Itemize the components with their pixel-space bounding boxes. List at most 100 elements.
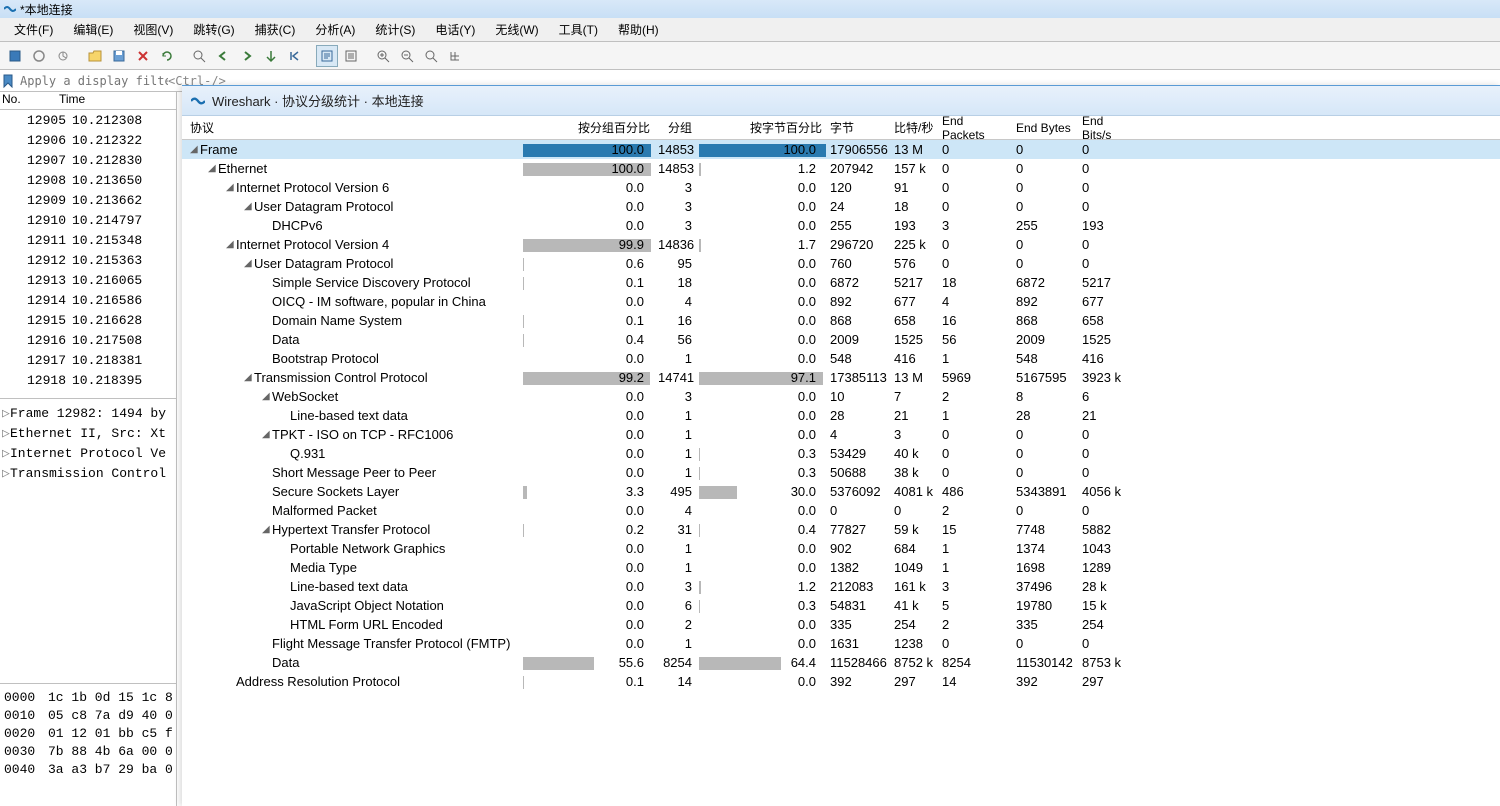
column-header[interactable]: 字节	[826, 119, 890, 136]
column-header[interactable]: 比特/秒	[890, 119, 938, 136]
column-header[interactable]: 分组	[654, 119, 696, 136]
hex-row[interactable]: 001005 c8 7a d9 40 0	[0, 706, 176, 724]
toolbar-icon-find[interactable]	[188, 45, 210, 67]
detail-row[interactable]: ▷Ethernet II, Src: Xt	[0, 423, 176, 443]
menu-item[interactable]: 文件(F)	[4, 19, 63, 40]
table-row[interactable]: ◢User Datagram Protocol0.6950.0760576000	[182, 254, 1500, 273]
toolbar-icon-zoomout[interactable]	[396, 45, 418, 67]
toolbar-icon-open[interactable]	[84, 45, 106, 67]
header-time[interactable]: Time	[55, 92, 176, 109]
window-title: *本地连接	[20, 1, 73, 18]
column-header[interactable]: 协议	[182, 119, 520, 136]
menu-item[interactable]: 捕获(C)	[245, 19, 306, 40]
table-row[interactable]: Data0.4560.0200915255620091525	[182, 330, 1500, 349]
dialog-app-icon	[190, 93, 206, 109]
menu-item[interactable]: 工具(T)	[549, 19, 608, 40]
column-header[interactable]: End Packets	[938, 114, 1012, 142]
table-row[interactable]: Q.9310.010.35342940 k000	[182, 444, 1500, 463]
filter-input[interactable]	[18, 74, 168, 88]
table-header: 协议按分组百分比分组按字节百分比字节比特/秒End PacketsEnd Byt…	[182, 116, 1500, 140]
toolbar-icon-resize[interactable]	[444, 45, 466, 67]
hex-row[interactable]: 002001 12 01 bb c5 f	[0, 724, 176, 742]
table-row[interactable]: Line-based text data0.031.2212083161 k33…	[182, 577, 1500, 596]
column-header[interactable]: 按分组百分比	[520, 119, 654, 136]
table-row[interactable]: Line-based text data0.010.0282112821	[182, 406, 1500, 425]
toolbar	[0, 42, 1500, 70]
table-row[interactable]: ◢Transmission Control Protocol99.2147419…	[182, 368, 1500, 387]
toolbar-icon-2[interactable]	[28, 45, 50, 67]
packet-row[interactable]: 1291210.215363	[0, 250, 176, 270]
toolbar-icon-back[interactable]	[212, 45, 234, 67]
hex-row[interactable]: 00307b 88 4b 6a 00 0	[0, 742, 176, 760]
table-row[interactable]: Short Message Peer to Peer0.010.35068838…	[182, 463, 1500, 482]
menu-item[interactable]: 电话(Y)	[425, 19, 485, 40]
packet-row[interactable]: 1290910.213662	[0, 190, 176, 210]
toolbar-icon-autoscroll[interactable]	[316, 45, 338, 67]
detail-row[interactable]: ▷Internet Protocol Ve	[0, 443, 176, 463]
table-row[interactable]: ◢Internet Protocol Version 60.030.012091…	[182, 178, 1500, 197]
packet-row[interactable]: 1291010.214797	[0, 210, 176, 230]
packet-row[interactable]: 1291110.215348	[0, 230, 176, 250]
menu-item[interactable]: 视图(V)	[123, 19, 183, 40]
toolbar-icon-save[interactable]	[108, 45, 130, 67]
packet-row[interactable]: 1291410.216586	[0, 290, 176, 310]
toolbar-icon-colorize[interactable]	[340, 45, 362, 67]
table-row[interactable]: ◢Ethernet100.0148531.2207942157 k000	[182, 159, 1500, 178]
packet-row[interactable]: 1290710.212830	[0, 150, 176, 170]
table-row[interactable]: Portable Network Graphics0.010.090268411…	[182, 539, 1500, 558]
table-row[interactable]: ◢TPKT - ISO on TCP - RFC10060.010.043000	[182, 425, 1500, 444]
detail-row[interactable]: ▷Frame 12982: 1494 by	[0, 403, 176, 423]
menu-item[interactable]: 无线(W)	[485, 19, 548, 40]
detail-row[interactable]: ▷Transmission Control	[0, 463, 176, 483]
menu-item[interactable]: 帮助(H)	[608, 19, 669, 40]
header-no[interactable]: No.	[0, 92, 55, 109]
table-row[interactable]: Secure Sockets Layer3.349530.05376092408…	[182, 482, 1500, 501]
table-row[interactable]: Domain Name System0.1160.086865816868658	[182, 311, 1500, 330]
menu-item[interactable]: 编辑(E)	[63, 19, 123, 40]
table-row[interactable]: Malformed Packet0.040.000200	[182, 501, 1500, 520]
table-row[interactable]: ◢Frame100.014853100.01790655613 M000	[182, 140, 1500, 159]
menu-item[interactable]: 跳转(G)	[183, 19, 244, 40]
toolbar-icon-reload[interactable]	[156, 45, 178, 67]
table-row[interactable]: Simple Service Discovery Protocol0.1180.…	[182, 273, 1500, 292]
hex-row[interactable]: 00403a a3 b7 29 ba 0	[0, 760, 176, 778]
table-row[interactable]: DHCPv60.030.02551933255193	[182, 216, 1500, 235]
table-row[interactable]: Data55.6825464.4115284668752 k8254115301…	[182, 653, 1500, 672]
hex-row[interactable]: 00001c 1b 0d 15 1c 8	[0, 688, 176, 706]
menu-item[interactable]: 分析(A)	[305, 19, 365, 40]
column-header[interactable]: 按字节百分比	[696, 119, 826, 136]
table-row[interactable]: OICQ - IM software, popular in China0.04…	[182, 292, 1500, 311]
packet-row[interactable]: 1291310.216065	[0, 270, 176, 290]
table-row[interactable]: ◢User Datagram Protocol0.030.02418000	[182, 197, 1500, 216]
table-row[interactable]: HTML Form URL Encoded0.020.0335254233525…	[182, 615, 1500, 634]
packet-row[interactable]: 1291710.218381	[0, 350, 176, 370]
packet-row[interactable]: 1290610.212322	[0, 130, 176, 150]
packet-row[interactable]: 1290510.212308	[0, 110, 176, 130]
table-row[interactable]: ◢Hypertext Transfer Protocol0.2310.47782…	[182, 520, 1500, 539]
bookmark-icon[interactable]	[2, 74, 16, 88]
packet-row[interactable]: 1291610.217508	[0, 330, 176, 350]
table-row[interactable]: Address Resolution Protocol0.1140.039229…	[182, 672, 1500, 691]
table-row[interactable]: ◢WebSocket0.030.0107286	[182, 387, 1500, 406]
toolbar-icon-zoomin[interactable]	[372, 45, 394, 67]
toolbar-icon-3[interactable]	[52, 45, 74, 67]
table-row[interactable]: Bootstrap Protocol0.010.05484161548416	[182, 349, 1500, 368]
packet-list-header: No. Time	[0, 92, 176, 110]
table-row[interactable]: Media Type0.010.013821049116981289	[182, 558, 1500, 577]
packet-row[interactable]: 1291810.218395	[0, 370, 176, 390]
toolbar-icon-zoom100[interactable]	[420, 45, 442, 67]
toolbar-icon-1[interactable]	[4, 45, 26, 67]
table-row[interactable]: Flight Message Transfer Protocol (FMTP)0…	[182, 634, 1500, 653]
packet-row[interactable]: 1291510.216628	[0, 310, 176, 330]
protocol-table: 协议按分组百分比分组按字节百分比字节比特/秒End PacketsEnd Byt…	[182, 116, 1500, 691]
toolbar-icon-close[interactable]	[132, 45, 154, 67]
toolbar-icon-forward[interactable]	[236, 45, 258, 67]
toolbar-icon-first[interactable]	[284, 45, 306, 67]
column-header[interactable]: End Bits/s	[1078, 114, 1138, 142]
packet-row[interactable]: 1290810.213650	[0, 170, 176, 190]
menu-item[interactable]: 统计(S)	[365, 19, 425, 40]
table-row[interactable]: JavaScript Object Notation0.060.35483141…	[182, 596, 1500, 615]
table-row[interactable]: ◢Internet Protocol Version 499.9148361.7…	[182, 235, 1500, 254]
column-header[interactable]: End Bytes	[1012, 121, 1078, 135]
toolbar-icon-goto[interactable]	[260, 45, 282, 67]
